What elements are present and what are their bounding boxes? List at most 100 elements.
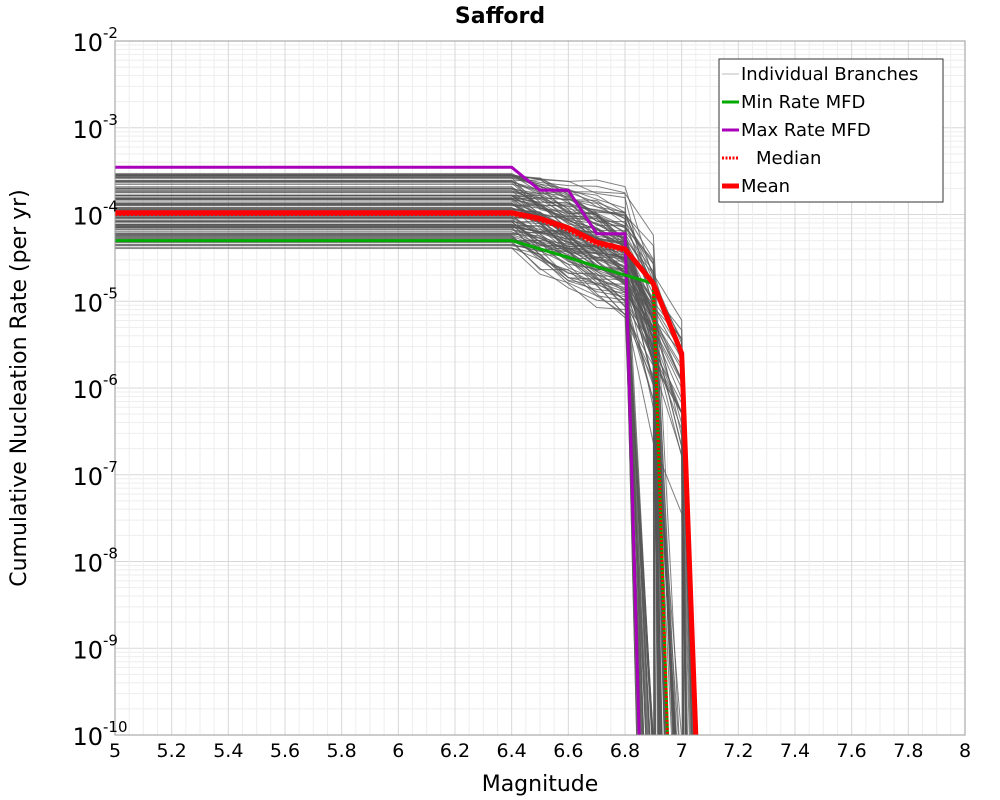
branch-line (115, 177, 684, 736)
branch-line (115, 235, 677, 736)
y-tick-exponent: -10 (103, 718, 128, 736)
y-tick-label: 10 (72, 463, 103, 491)
branch-line (115, 204, 659, 736)
branch-line (115, 226, 694, 736)
y-tick-exponent: -9 (103, 631, 118, 649)
branch-line (115, 174, 665, 736)
x-tick-label: 6.4 (497, 740, 527, 762)
branch-line (115, 235, 647, 736)
y-tick-label: 10 (72, 376, 103, 404)
y-tick-exponent: -2 (103, 24, 118, 42)
legend-box (718, 58, 944, 203)
chart-title: Safford (455, 4, 545, 29)
series-lines (115, 165, 699, 736)
branch-line (115, 236, 642, 736)
branch-line (115, 240, 685, 736)
branch-line (115, 194, 693, 736)
branch-line (115, 183, 667, 736)
individual-branches (115, 173, 696, 736)
y-tick-exponent: -8 (103, 545, 118, 563)
branch-line (115, 227, 668, 736)
branch-line (115, 235, 648, 736)
y-tick-label: 10 (72, 636, 103, 664)
y-tick-label: 10 (72, 289, 103, 317)
branch-line (115, 233, 677, 736)
branch-line (115, 225, 643, 736)
branch-line (115, 197, 687, 736)
legend-label: Median (756, 148, 821, 169)
series-line-mean (115, 210, 699, 736)
branch-line (115, 226, 653, 736)
branch-line (115, 216, 663, 736)
branch-line (115, 207, 651, 736)
x-tick-label: 7.6 (837, 740, 867, 762)
branch-line (115, 177, 647, 736)
y-tick-exponent: -7 (103, 458, 118, 476)
branch-line (115, 203, 639, 736)
y-axis-ticks: 10-210-310-410-510-610-710-810-910-10 (72, 24, 127, 751)
branch-line (115, 220, 665, 736)
branch-line (115, 175, 645, 736)
x-tick-label: 7.2 (723, 740, 753, 762)
x-tick-label: 6.6 (553, 740, 583, 762)
branch-line (115, 174, 680, 736)
y-tick-exponent: -3 (103, 111, 118, 129)
x-axis-ticks: 5 5.2 5.4 5.6 5.8 6 6.2 6.4 6.6 6.8 7 7.2 7.4 7.6 7.8 8 (109, 740, 971, 762)
branch-line (115, 242, 693, 736)
legend: Individual Branches Min Rate MFD Max Rate … (718, 58, 944, 203)
branch-line (115, 247, 656, 736)
branch-line (115, 238, 687, 736)
branch-line (115, 217, 648, 736)
x-tick-label: 8 (959, 740, 971, 762)
x-tick-label: 6.8 (610, 740, 640, 762)
branch-line (115, 197, 638, 736)
y-tick-label: 10 (72, 203, 103, 231)
branch-line (115, 216, 686, 736)
branch-line (115, 198, 642, 736)
branch-line (115, 221, 662, 736)
branch-line (115, 219, 661, 736)
y-tick-exponent: -4 (103, 198, 118, 216)
branch-line (115, 216, 675, 736)
y-tick-label: 10 (72, 723, 103, 751)
branch-line (115, 234, 675, 736)
branch-line (115, 194, 651, 736)
branch-line (115, 208, 690, 736)
legend-label: Mean (741, 176, 790, 197)
x-tick-label: 7.8 (893, 740, 923, 762)
branch-line (115, 229, 672, 736)
y-tick-exponent: -6 (103, 371, 118, 389)
x-tick-label: 5.8 (327, 740, 357, 762)
x-tick-label: 7 (676, 740, 688, 762)
y-tick-label: 10 (72, 550, 103, 578)
branch-line (115, 195, 694, 736)
legend-label: Min Rate MFD (741, 92, 865, 113)
legend-label: Max Rate MFD (741, 120, 871, 141)
branch-line (115, 199, 653, 736)
x-tick-label: 6.2 (440, 740, 470, 762)
x-tick-label: 6 (392, 740, 404, 762)
branch-line (115, 226, 686, 736)
plot-frame (114, 40, 966, 736)
x-tick-label: 5.4 (213, 740, 243, 762)
x-tick-label: 7.4 (780, 740, 810, 762)
series-line-max-rate-mfd (115, 165, 641, 736)
branch-line (115, 217, 663, 736)
x-axis-label: Magnitude (482, 772, 599, 797)
y-axis-label: Cumulative Nucleation Rate (per yr) (7, 189, 32, 587)
branch-line (115, 226, 668, 736)
y-tick-exponent: -5 (103, 284, 118, 302)
branch-line (115, 237, 663, 736)
y-tick-label: 10 (72, 116, 103, 144)
series-line-min-rate-mfd (115, 239, 669, 736)
branch-line (115, 224, 660, 736)
branch-line (115, 207, 688, 736)
branch-line (115, 232, 661, 736)
x-tick-label: 5.6 (270, 740, 300, 762)
legend-label: Individual Branches (741, 64, 918, 85)
y-tick-label: 10 (72, 29, 103, 57)
branch-line (115, 197, 676, 736)
branch-line (115, 231, 676, 736)
x-tick-label: 5 (109, 740, 121, 762)
